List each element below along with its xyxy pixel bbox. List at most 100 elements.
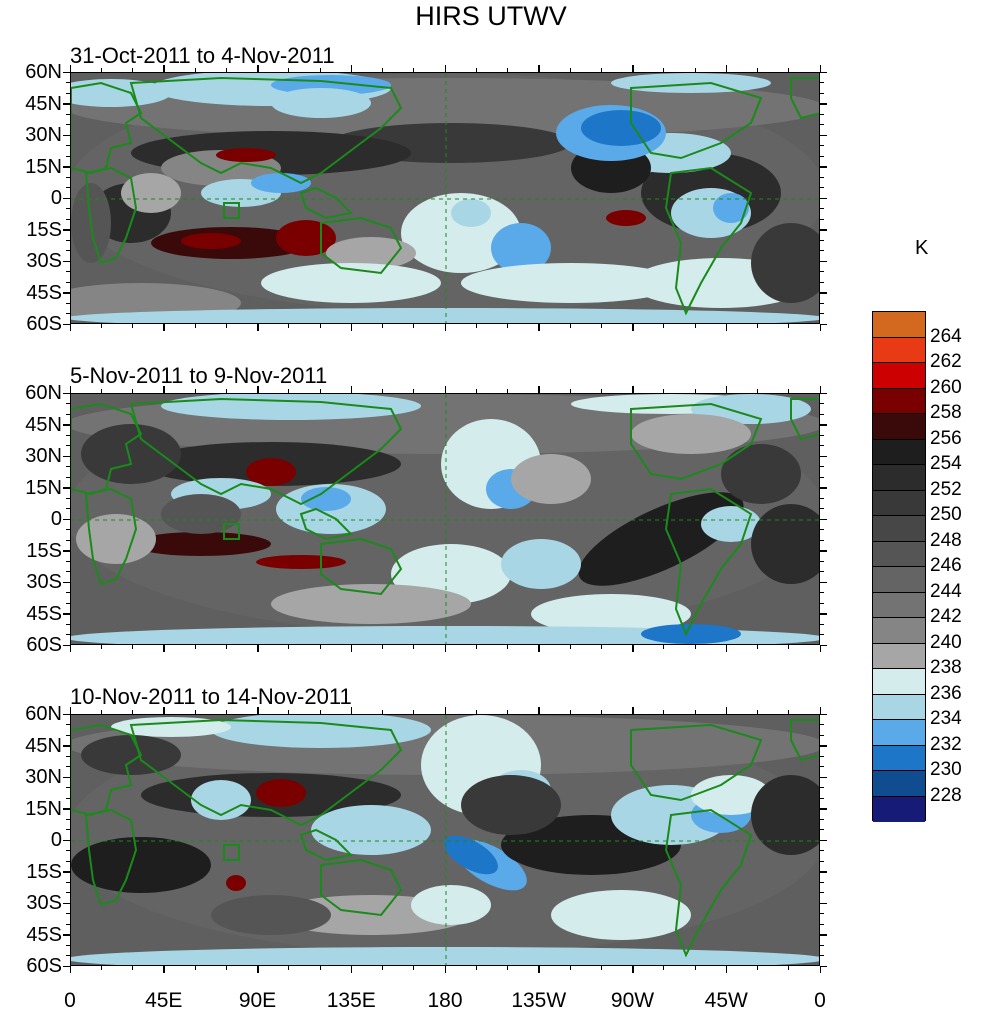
colorbar [872,311,926,822]
tick-mark [66,518,70,520]
tick-mark [66,302,70,304]
utwv-contour-region [301,487,351,511]
tick-mark [820,113,824,115]
tick-mark [475,389,477,393]
lat-label: 30S [26,892,62,914]
tick-mark [69,710,71,714]
utwv-contour-region [256,555,346,569]
colorbar-box [873,516,925,542]
tick-mark [820,602,824,604]
tick-mark [66,755,70,757]
lat-label: 45S [26,923,62,946]
tick-mark [820,239,824,241]
tick-mark [725,68,727,72]
tick-mark [66,724,70,725]
utwv-contour-region [641,624,741,644]
tick-mark [569,966,571,970]
tick-mark [66,466,70,467]
tick-mark [788,68,790,72]
tick-mark [820,466,824,467]
tick-mark [66,766,70,767]
tick-mark [66,197,70,199]
tick-mark [66,944,70,946]
tick-mark [819,645,821,649]
colorbar-box [873,643,925,669]
tick-mark [66,313,70,314]
tick-mark [820,145,824,146]
tick-mark [820,713,824,715]
tick-mark [66,145,70,146]
colorbar-tick-label: 244 [930,580,962,602]
tick-mark [663,389,665,393]
utwv-contour-region [191,780,251,820]
tick-mark [66,602,70,604]
lon-label: 90W [610,989,655,1012]
utwv-contour-region [271,88,371,118]
tick-mark [820,455,824,457]
utwv-contour-region [326,237,416,269]
region-box [223,202,240,219]
colorbar-tick-label: 236 [930,682,962,704]
tick-mark [319,645,321,649]
colorbar-box [873,618,925,644]
tick-mark [132,389,133,393]
tick-mark [757,324,758,328]
tick-mark [820,176,824,178]
tick-mark [757,389,758,393]
tick-mark [444,389,446,393]
tick-mark [132,966,133,970]
tick-mark [66,260,70,262]
lat-label: 15S [26,860,62,883]
tick-mark [66,250,70,251]
tick-mark [694,68,696,72]
tick-mark [820,913,824,914]
tick-mark [382,68,383,72]
lat-label: 0 [50,829,62,851]
tick-mark [820,187,824,188]
tick-mark [632,68,633,72]
lat-label: 45S [26,281,62,304]
lat-label: 15S [26,539,62,562]
tick-mark [820,271,824,272]
tick-mark [632,710,633,714]
map-field [71,73,819,323]
tick-mark [600,68,602,72]
tick-mark [475,68,477,72]
tick-mark [820,82,824,83]
tick-mark [350,966,352,970]
tick-mark [66,934,70,935]
tick-mark [288,645,290,649]
lon-label: 135E [326,989,376,1012]
tick-mark [66,644,70,646]
utwv-contour-region [713,193,749,223]
coastline [299,828,354,862]
tick-mark [507,710,508,714]
tick-mark [569,645,571,649]
utwv-contour-region [81,424,181,484]
tick-mark [725,966,727,970]
tick-mark [382,389,383,393]
tick-mark [820,487,824,488]
tick-mark [757,966,758,970]
lat-label: 45N [25,734,62,757]
colorbar-box [873,796,925,822]
tick-mark [66,913,70,914]
tick-mark [632,966,633,970]
utwv-contour-region [461,775,561,835]
lon-label: 0 [64,989,76,1012]
tick-mark [820,302,824,304]
colorbar-box [873,720,925,746]
colorbar-box [873,363,925,389]
tick-mark [66,529,70,530]
tick-mark [820,392,824,394]
tick-mark [350,389,352,393]
tick-mark [382,324,383,328]
tick-mark [66,413,70,415]
tick-mark [66,445,70,446]
tick-mark [475,645,477,649]
utwv-contour-region [611,73,771,93]
tick-mark [66,713,70,715]
tick-mark [69,966,71,970]
colorbar-tick-label: 232 [930,733,962,755]
tick-mark [66,92,70,94]
